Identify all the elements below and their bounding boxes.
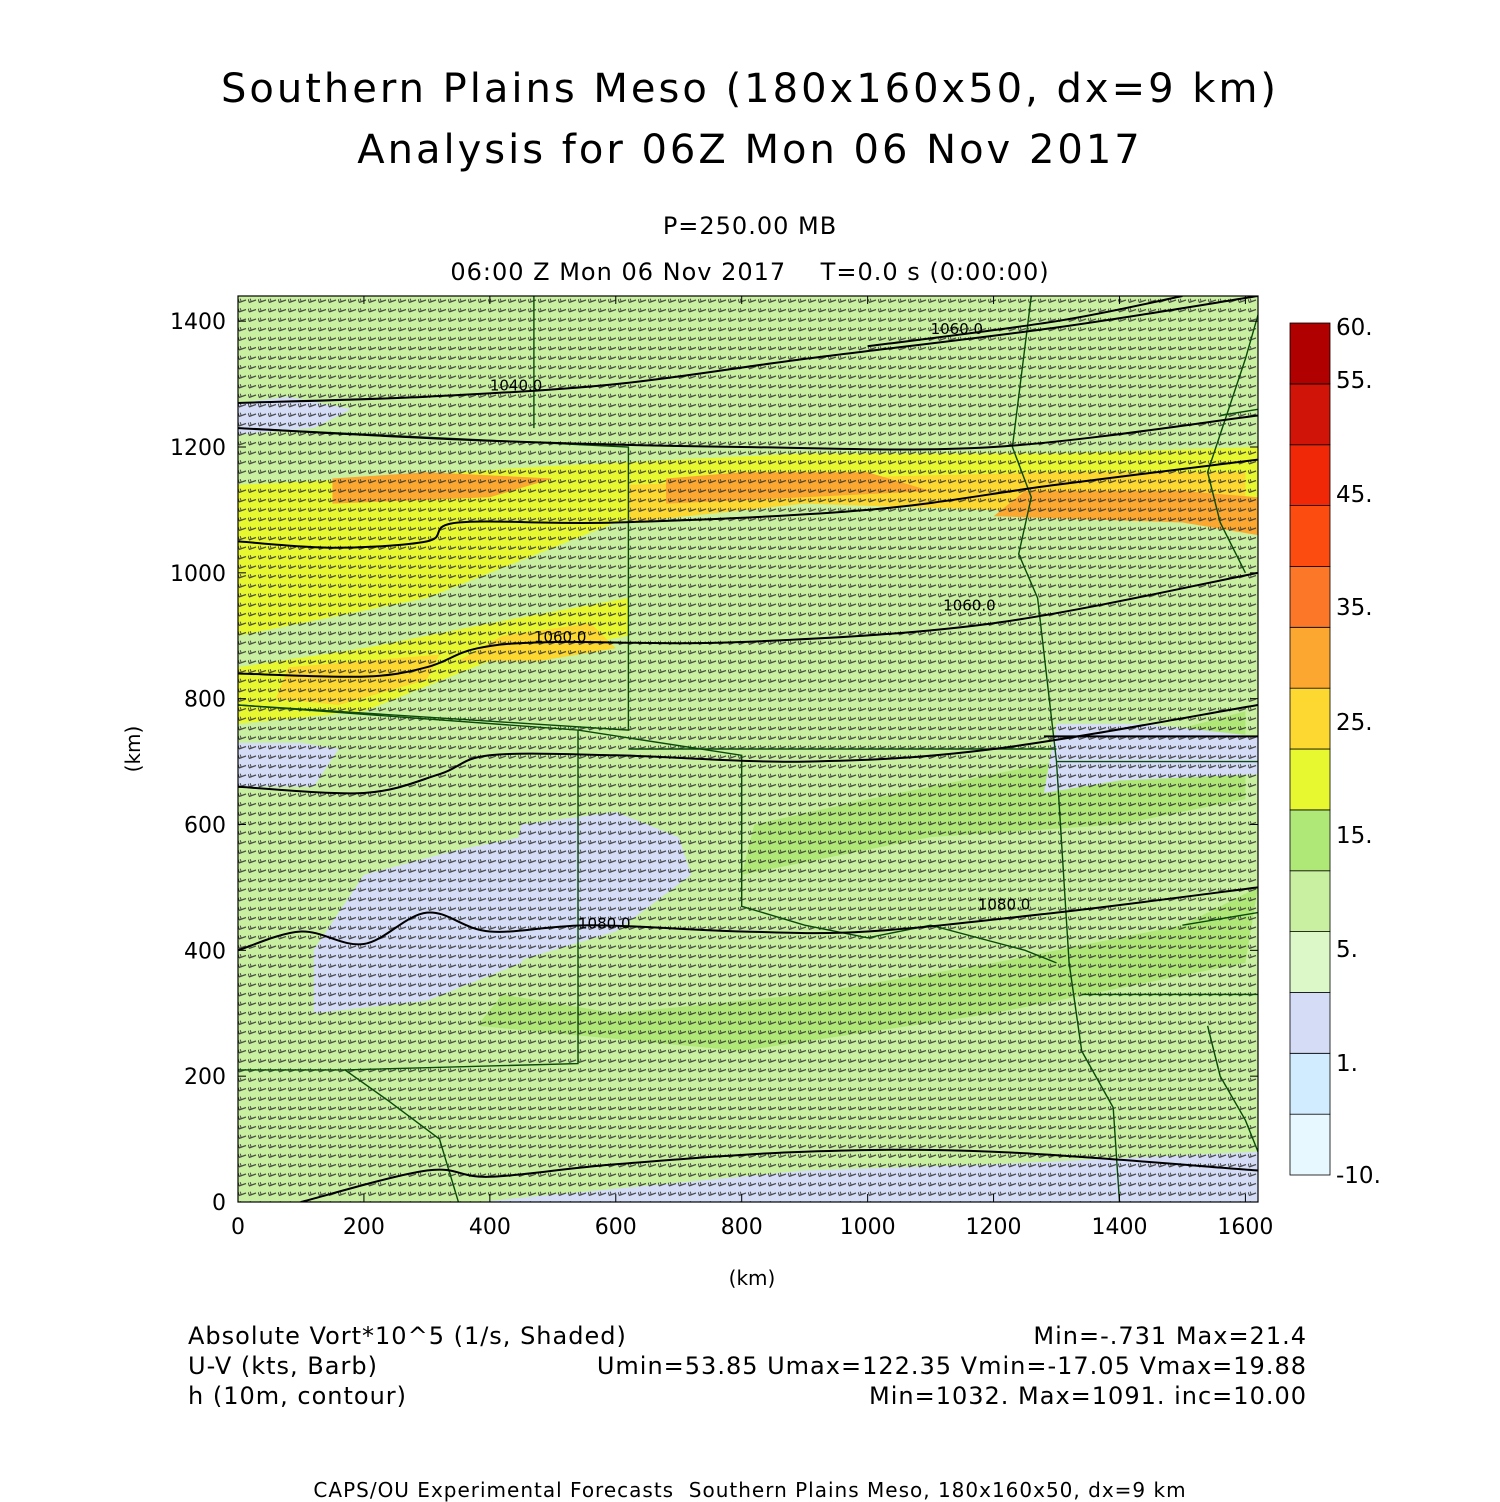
colorbar-label-5: 35. <box>1336 595 1373 621</box>
colorbar-swatch-7 <box>1289 687 1331 750</box>
pressure-level: P=250.00 MB <box>662 212 838 240</box>
colorbar-swatch-12 <box>1289 383 1331 446</box>
colorbar-swatch-11 <box>1289 444 1331 507</box>
colorbar-swatch-6 <box>1289 748 1331 811</box>
x-axis: 0 200 400 600 800 1000 1200 1400 1600 <box>231 296 1273 1240</box>
contour-label-8: 1080.0 <box>578 914 631 932</box>
x-tick-label-7: 1400 <box>1091 1215 1147 1240</box>
state-border-10 <box>1220 408 1258 417</box>
state-border-12 <box>1182 911 1258 926</box>
colorbar-label-1: 1. <box>1336 1051 1358 1077</box>
field3-label: h (10m, contour) <box>188 1382 408 1410</box>
colorbar-swatch-3 <box>1289 931 1331 993</box>
colorbar-label-0: -10. <box>1336 1163 1381 1189</box>
x-tick-label-0: 0 <box>231 1215 245 1240</box>
y-axis: 0 200 400 600 800 1000 1200 1400 <box>170 310 1258 1216</box>
height-contour-6 <box>238 704 1258 795</box>
chart-title-line2: Analysis for 06Z Mon 06 Nov 2017 <box>357 127 1143 173</box>
y-tick-label-3: 600 <box>184 814 226 839</box>
chart-title-line1: Southern Plains Meso (180x160x50, dx=9 k… <box>220 66 1280 112</box>
x-tick-label-2: 400 <box>469 1215 511 1240</box>
y-tick-label-0: 0 <box>212 1191 226 1216</box>
colorbar-swatch-8 <box>1289 626 1331 689</box>
x-tick-label-8: 1600 <box>1217 1215 1273 1240</box>
height-contour-2 <box>238 414 1258 451</box>
colorbar-swatch-5 <box>1289 809 1331 872</box>
field2-label: U-V (kts, Barb) <box>188 1352 378 1380</box>
contour-label-9: 1080.0 <box>978 895 1031 913</box>
field1-label: Absolute Vort*10^5 (1/s, Shaded) <box>188 1322 627 1350</box>
y-tick-label-7: 1400 <box>170 310 226 335</box>
colorbar-label-2: 5. <box>1336 937 1358 963</box>
colorbar-swatch-1 <box>1289 1052 1331 1115</box>
colorbar-label-4: 25. <box>1336 710 1373 736</box>
colorbar-swatch-4 <box>1289 870 1331 933</box>
y-tick-label-5: 1000 <box>170 562 226 587</box>
contour-labels: 1040.0 1060.0 1060.0 1060.0 1080.0 1080.0 <box>490 320 1030 933</box>
colorbar-swatch-13 <box>1289 322 1331 385</box>
field2-stats: Umin=53.85 Umax=122.35 Vmin=-17.05 Vmax=… <box>596 1352 1307 1380</box>
colorbar: -10. 1. 5. 15. 25. 35. 45. 55. 60. <box>1289 315 1381 1189</box>
state-border-9 <box>1206 314 1258 574</box>
footer-credit: CAPS/OU Experimental Forecasts Southern … <box>313 1478 1187 1502</box>
contour-label-4: 1060.0 <box>534 628 587 646</box>
colorbar-label-6: 45. <box>1336 482 1373 508</box>
colorbar-swatch-0 <box>1289 1113 1331 1176</box>
colorbar-label-3: 15. <box>1336 823 1373 849</box>
height-contours <box>238 296 1258 1202</box>
colorbar-swatch-9 <box>1289 566 1331 628</box>
y-axis-label: (km) <box>121 726 145 773</box>
height-contour-0 <box>238 296 1258 404</box>
colorbar-swatch-10 <box>1289 505 1331 567</box>
x-tick-label-1: 200 <box>343 1215 385 1240</box>
height-contour-1 <box>867 296 1183 348</box>
field1-stats: Min=-.731 Max=21.4 <box>1033 1322 1307 1350</box>
height-contour-10 <box>300 1148 1258 1202</box>
colorbar-label-8: 60. <box>1336 315 1373 341</box>
state-border-11 <box>1206 1025 1258 1152</box>
colorbar-label-7: 55. <box>1336 368 1373 394</box>
valid-time: 06:00 Z Mon 06 Nov 2017 T=0.0 s (0:00:00… <box>450 258 1050 286</box>
x-tick-label-6: 1200 <box>966 1215 1022 1240</box>
colorbar-swatch-2 <box>1289 992 1331 1054</box>
height-contour-3 <box>238 458 1258 549</box>
state-border-5 <box>238 1069 460 1202</box>
y-tick-label-4: 800 <box>184 688 226 713</box>
x-tick-label-3: 600 <box>595 1215 637 1240</box>
state-border-6 <box>1011 296 1121 1202</box>
state-border-3 <box>577 729 1057 964</box>
x-tick-label-5: 1000 <box>840 1215 896 1240</box>
plot-frame <box>237 295 1259 1203</box>
x-tick-label-4: 800 <box>721 1215 763 1240</box>
y-tick-label-2: 400 <box>184 939 226 964</box>
x-axis-label: (km) <box>729 1266 776 1290</box>
field3-stats: Min=1032. Max=1091. inc=10.00 <box>869 1382 1307 1410</box>
state-border-2 <box>238 704 579 1071</box>
contour-label-1: 1060.0 <box>931 320 984 338</box>
y-tick-label-1: 200 <box>184 1065 226 1090</box>
height-contour-4 <box>238 571 1258 678</box>
contour-label-5: 1060.0 <box>943 597 996 615</box>
contour-label-0: 1040.0 <box>490 376 542 394</box>
y-tick-label-6: 1200 <box>170 436 226 461</box>
height-contour-8 <box>238 886 1258 952</box>
